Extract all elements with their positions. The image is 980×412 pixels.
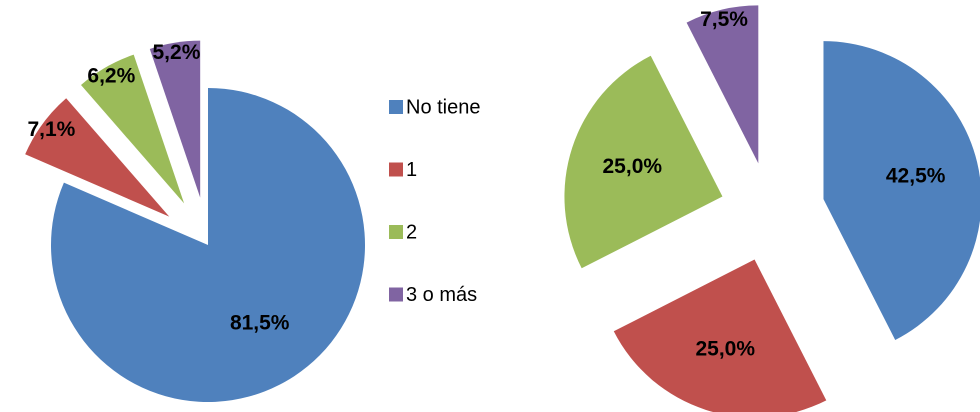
value-label: 7,5%: [700, 8, 748, 31]
pie-slice: [81, 54, 185, 204]
legend-label: 1: [406, 159, 417, 181]
pie-slice: [686, 5, 759, 164]
legend-swatch: [389, 162, 403, 177]
value-label: 7,1%: [27, 118, 75, 141]
value-label: 6,2%: [87, 64, 135, 87]
value-label: 81,5%: [230, 311, 290, 334]
pie-slice: [613, 259, 827, 412]
value-label: 25,0%: [695, 337, 755, 360]
legend-swatch: [389, 225, 403, 239]
legend-swatch: [389, 287, 403, 302]
value-label: 5,2%: [153, 41, 201, 64]
pie-slice: [823, 41, 980, 340]
legend-label: 2: [406, 221, 417, 243]
legend-swatch: [389, 100, 403, 114]
pie-slice: [51, 88, 366, 402]
value-label: 25,0%: [603, 155, 663, 178]
pie-slice: [25, 98, 170, 217]
legend-label: 3 o más: [406, 284, 477, 306]
legend-label: No tiene: [406, 96, 481, 118]
value-label: 42,5%: [886, 165, 946, 188]
pie-slice: [564, 55, 723, 269]
pie-slice: [149, 40, 201, 198]
